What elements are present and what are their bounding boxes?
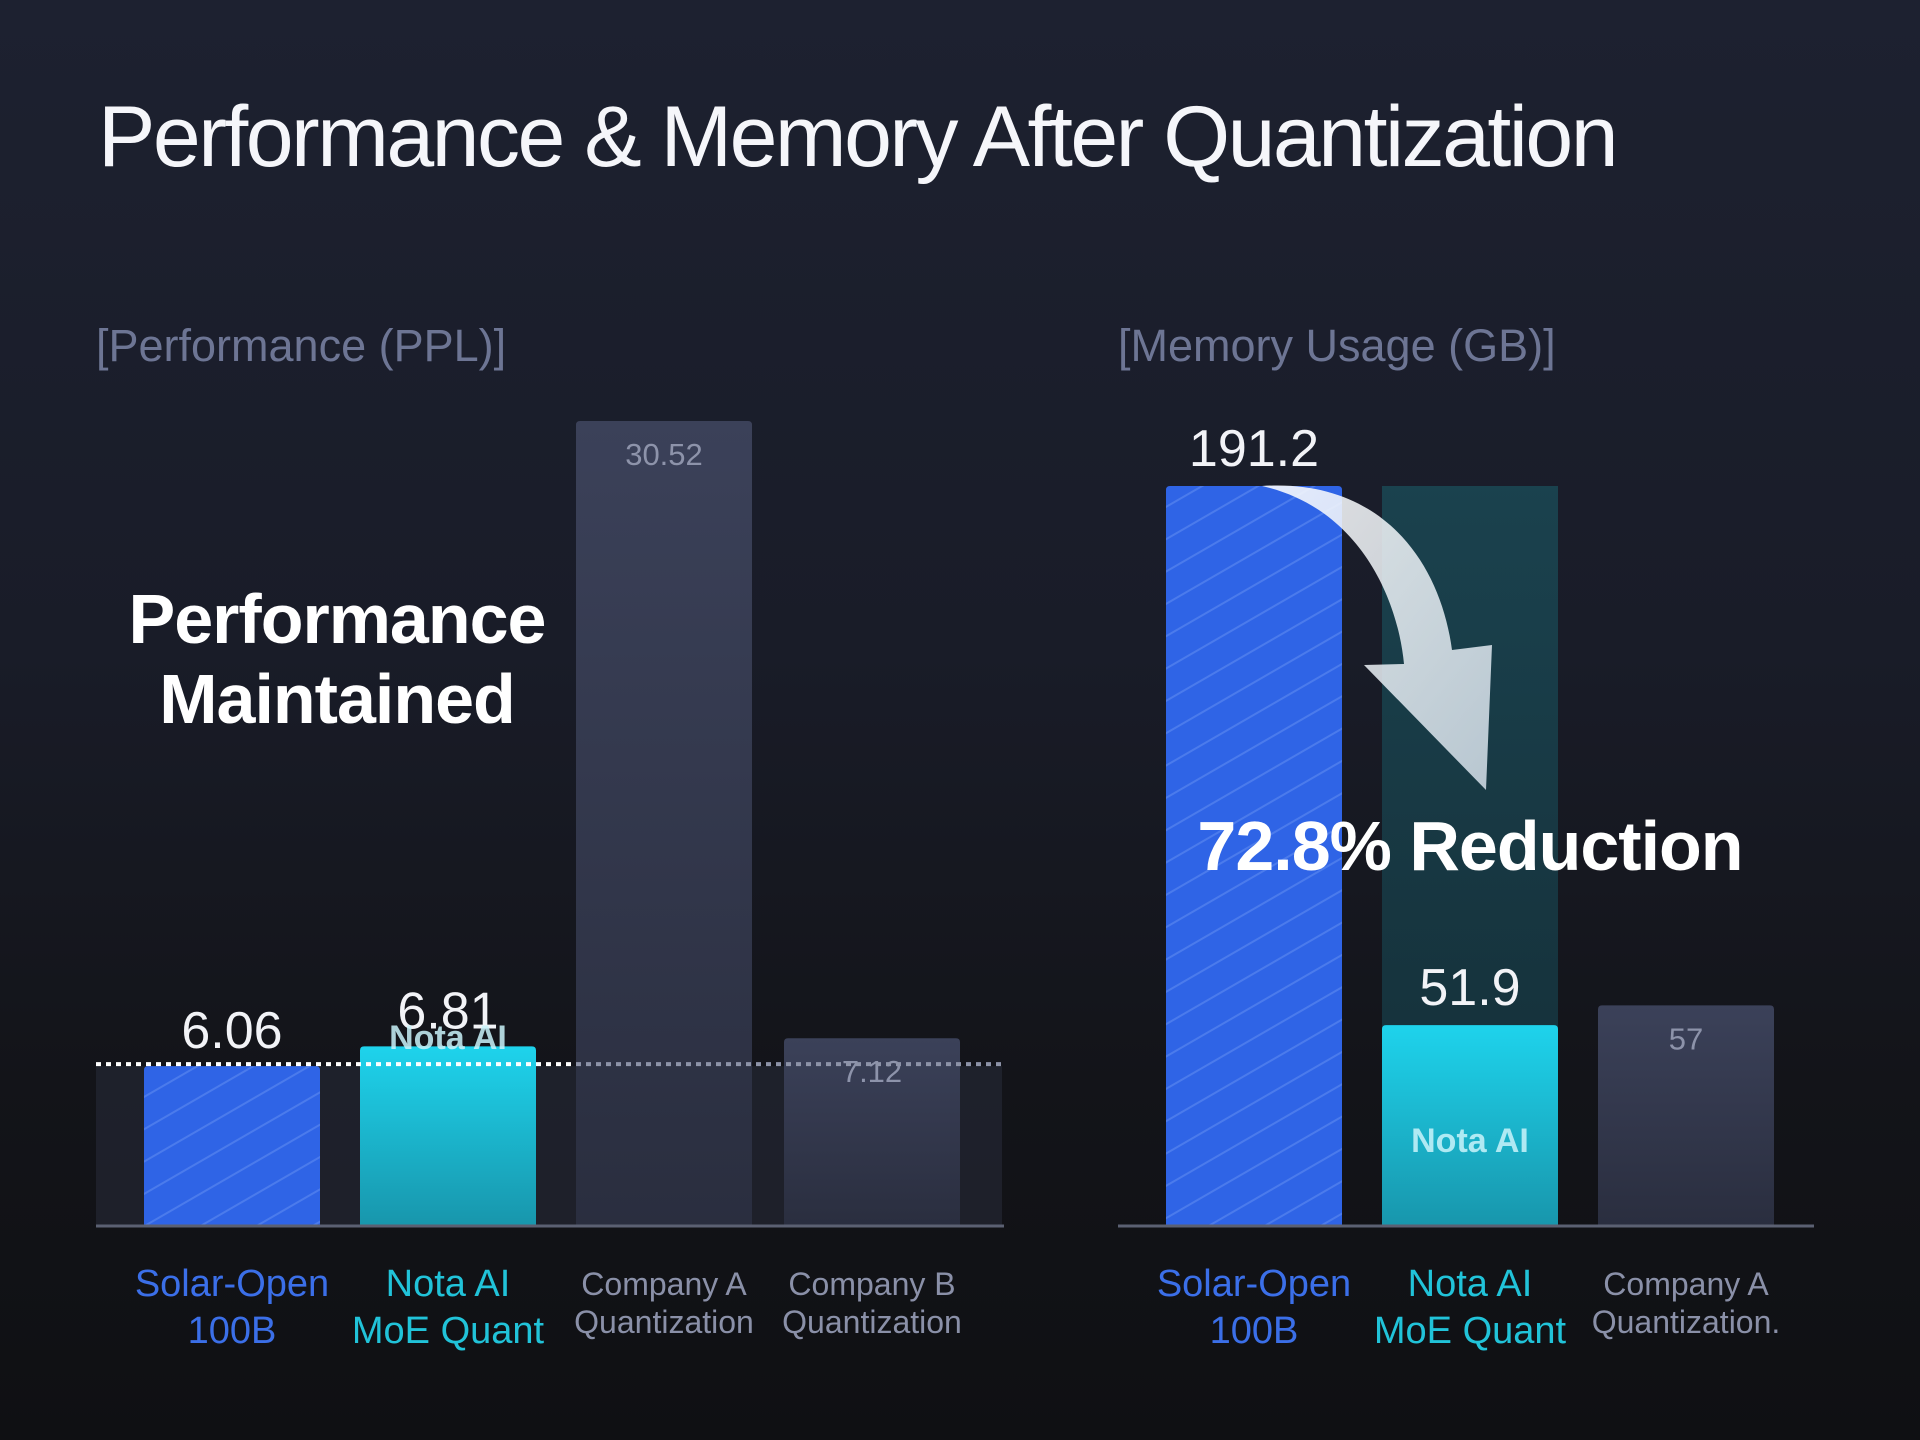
chart-title: Performance & Memory After Quantization [98, 89, 1619, 185]
ppl-category-label: Quantization [782, 1304, 962, 1340]
memory-category-label: Solar-Open [1157, 1263, 1351, 1305]
memory-bar-2 [1598, 1005, 1774, 1226]
reduction-annotation: 72.8% Reduction [1197, 807, 1742, 885]
ppl-bar-0 [144, 1066, 320, 1226]
ppl-category-label: 100B [188, 1310, 277, 1352]
memory-value-label-1: 51.9 [1419, 959, 1520, 1017]
memory-chart-title: [Memory Usage (GB)] [1118, 320, 1556, 371]
ppl-category-label: Nota AI [386, 1263, 511, 1305]
performance-chart-title: [Performance (PPL)] [96, 320, 507, 371]
ppl-category-label: MoE Quant [352, 1310, 545, 1352]
ppl-value-label-2: 30.52 [625, 437, 703, 472]
memory-bar-0 [1166, 486, 1342, 1226]
nota-logo-icon: Nota AI [389, 1019, 507, 1057]
memory-category-label: Nota AI [1408, 1263, 1533, 1305]
nota-logo-icon: Nota AI [1411, 1122, 1529, 1160]
performance-maintained-annotation: Maintained [159, 660, 515, 738]
memory-category-label: 100B [1210, 1310, 1299, 1352]
memory-category-label: MoE Quant [1374, 1310, 1567, 1352]
memory-category-label: Quantization. [1592, 1304, 1781, 1340]
memory-value-label-2: 57 [1669, 1021, 1703, 1056]
ppl-category-label: Quantization [574, 1304, 754, 1340]
reduction-arrow-icon [1262, 485, 1492, 790]
ppl-bar-1 [360, 1046, 536, 1226]
ppl-category-label: Company B [788, 1266, 955, 1302]
ppl-value-label-0: 6.06 [181, 1002, 282, 1060]
ppl-bar-2 [576, 421, 752, 1226]
memory-category-label: Company A [1603, 1266, 1769, 1302]
ppl-category-label: Solar-Open [135, 1263, 329, 1305]
ppl-category-label: Company A [581, 1266, 747, 1302]
performance-maintained-annotation: Performance [129, 580, 546, 658]
ppl-value-label-3: 7.12 [842, 1054, 902, 1089]
ppl-bar-3 [784, 1038, 960, 1226]
memory-bar-1 [1382, 1025, 1558, 1226]
memory-value-label-0: 191.2 [1189, 420, 1319, 478]
ppl-value-label-1: 6.81 [397, 982, 498, 1040]
